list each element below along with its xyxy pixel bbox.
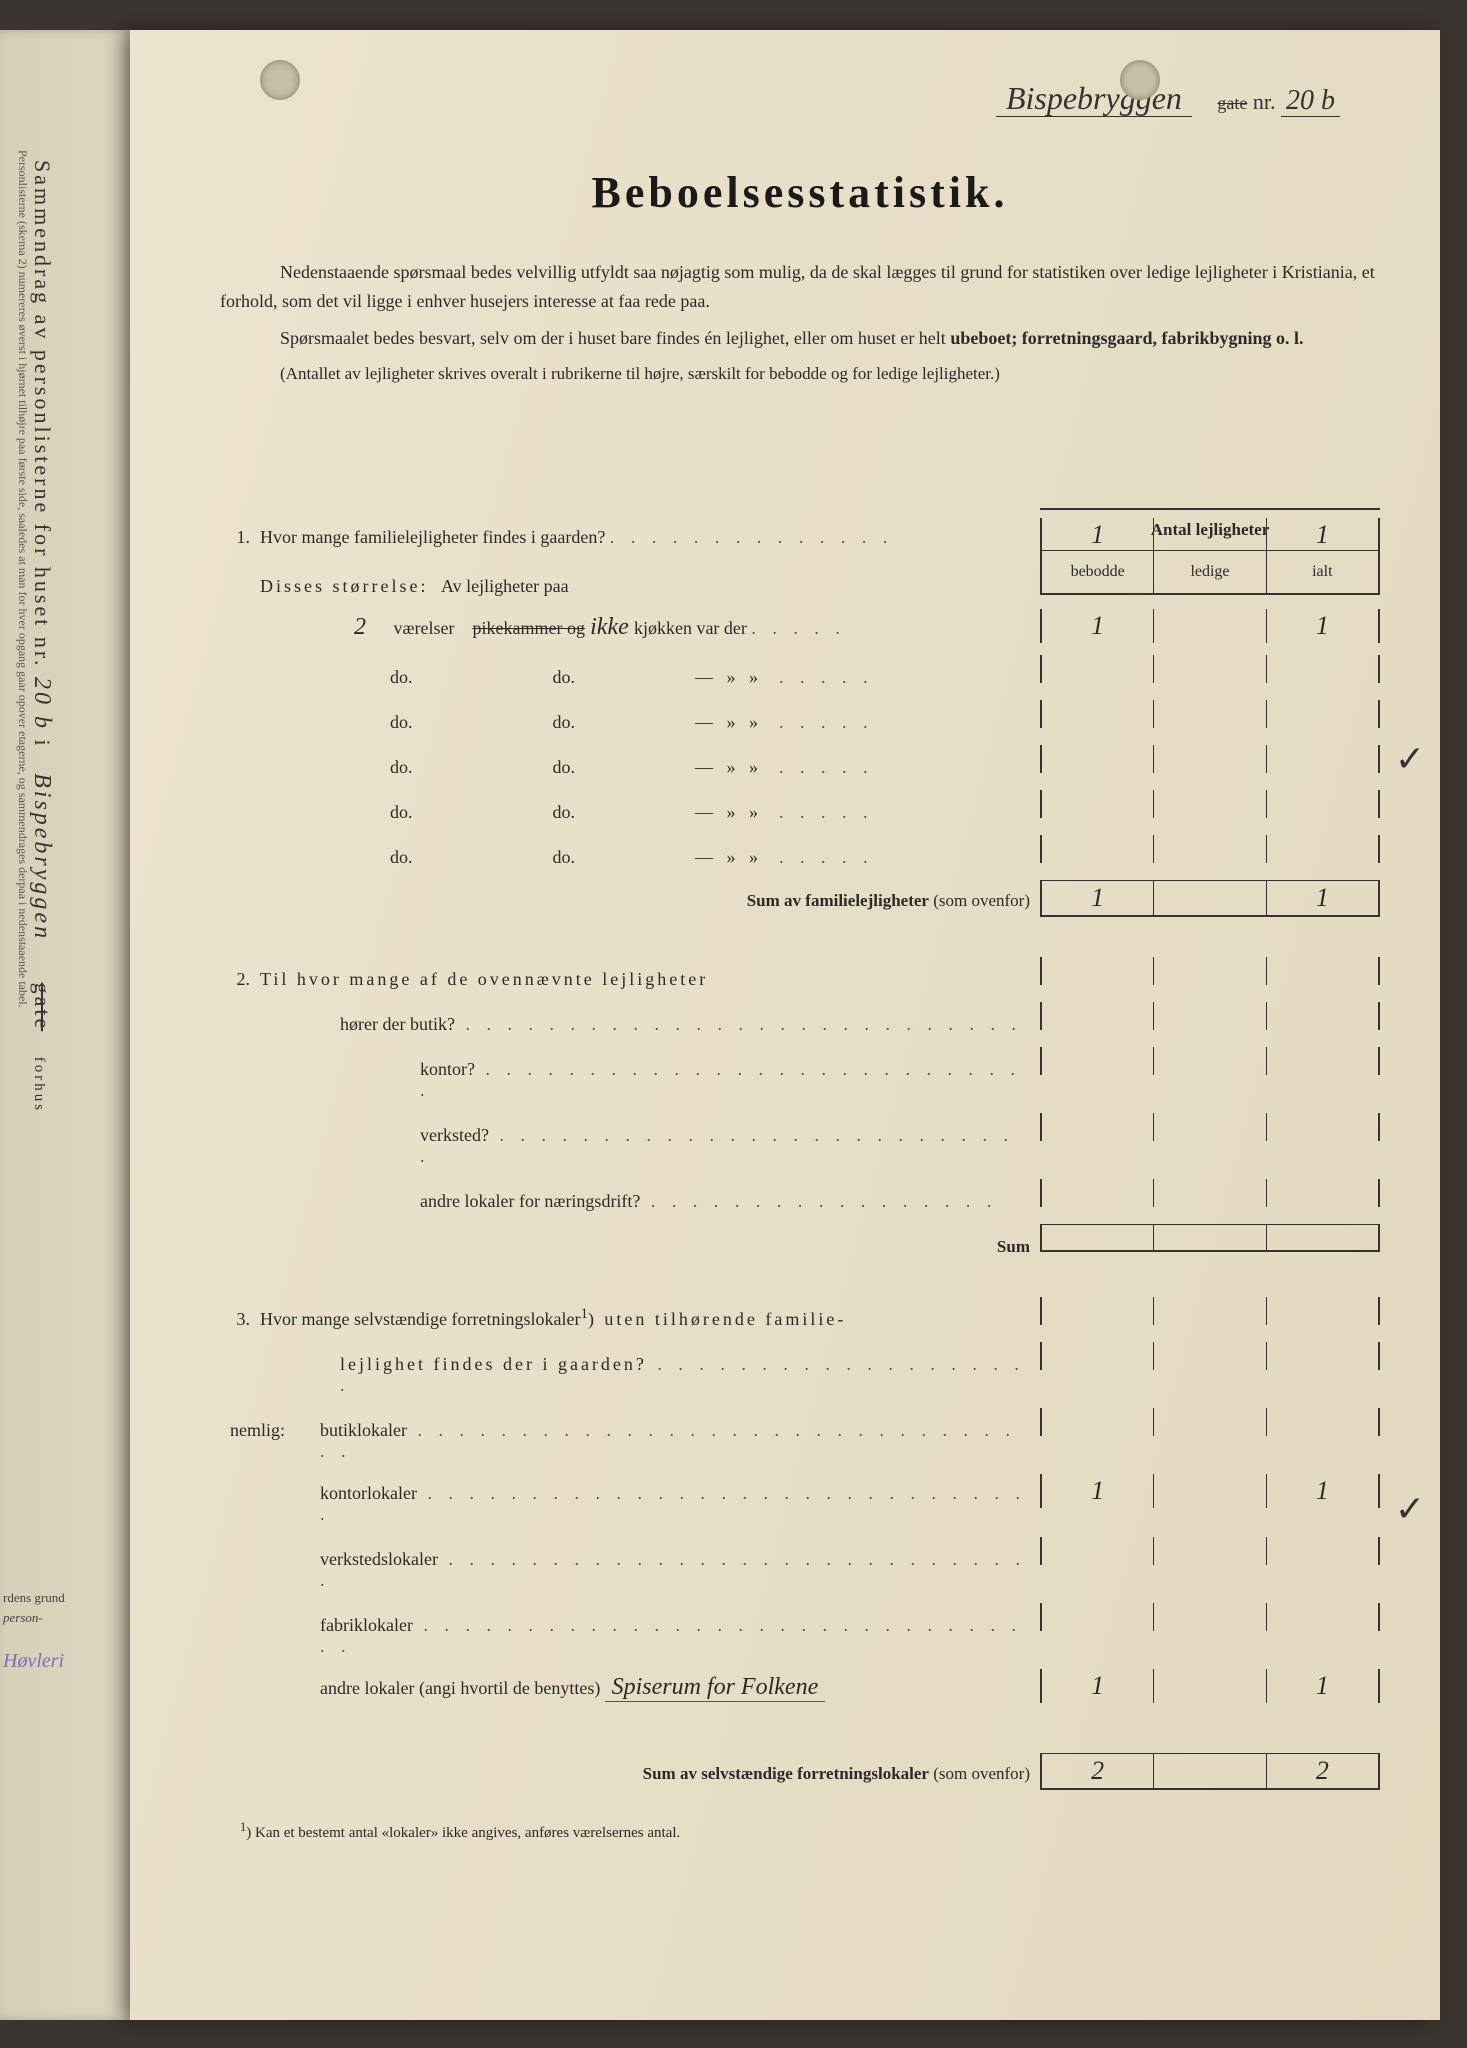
street-name-handwritten: Bispebryggen (996, 80, 1192, 117)
fragment-grund: rdens grund (3, 1590, 65, 1606)
q3-butik: butiklokaler . . . . . . . . . . . . . .… (300, 1420, 1040, 1462)
q3-number: 3. (220, 1309, 260, 1330)
intro-paragraph-3: (Antallet av lejligheter skrives overalt… (220, 360, 1380, 387)
nr-label: nr. (1253, 89, 1276, 114)
q3-andre-ialt: 1 (1266, 1669, 1380, 1703)
q1-sum-ialt: 1 (1266, 880, 1380, 917)
column-headers: Antal lejligheter bebodde ledige ialt (1040, 508, 1380, 595)
q3-kontor-bebodde: 1 (1040, 1474, 1153, 1508)
document-page: Bispebryggen gate nr. 20 b Beboelsesstat… (130, 30, 1440, 2020)
q3-fabrik: fabriklokaler . . . . . . . . . . . . . … (300, 1615, 1040, 1657)
q3-nemlig: nemlig: (220, 1420, 300, 1441)
q2-andre: andre lokaler for næringsdrift? . . . . … (260, 1191, 1040, 1212)
sidebar-main-text: Sammendrag av personlisterne for huset n… (28, 160, 55, 1360)
q1-size-label: Disses størrelse: Av lejligheter paa (260, 576, 1040, 597)
col-header-main: Antal lejligheter (1040, 508, 1380, 551)
q1-do-row-5: do.do.— » » . . . . . (260, 802, 1040, 823)
house-number-handwritten: 20 b (1281, 85, 1340, 117)
q3-kontor-ialt: 1 (1266, 1474, 1380, 1508)
punch-hole-right (1120, 60, 1160, 100)
checkmark-2: ✓ (1395, 1488, 1425, 1530)
question-3: 3. Hvor mange selvstændige forretningslo… (220, 1297, 1380, 1790)
q3-text-line1: Hvor mange selvstændige forretningslokal… (260, 1306, 1040, 1330)
q3-text-line2: lejlighet findes der i gaarden? . . . . … (260, 1354, 1040, 1396)
q2-number: 2. (220, 969, 260, 990)
intro-p3b: til højre, (626, 364, 684, 383)
punch-hole-left (260, 60, 300, 100)
q1-text: Hvor mange familielejligheter findes i g… (260, 527, 1040, 548)
sidebar-street: Bispebryggen (28, 757, 55, 957)
left-page-strip: Personlisterne (skema 2) numereres øvers… (0, 30, 130, 2020)
q3-sum-ialt: 2 (1266, 1753, 1380, 1790)
q2-butik: hører der butik? . . . . . . . . . . . .… (260, 1014, 1040, 1035)
intro-p3c: særskilt for bebodde og for ledige lejli… (684, 364, 1000, 383)
question-2: 2. Til hvor mange af de ovennævnte lejli… (220, 957, 1380, 1257)
sidebar-text-a: Sammendrag av personlisterne for huset n… (30, 160, 55, 677)
q1-r1-bebodde: 1 (1040, 609, 1153, 643)
q1-r1-ialt: 1 (1266, 609, 1380, 643)
q1-do-row-4: do.do.— » » . . . . . (260, 757, 1040, 778)
q1-do-row-6: do.do.— » » . . . . . (260, 847, 1040, 868)
q3-sum-bebodde: 2 (1040, 1753, 1153, 1790)
checkmark-1: ✓ (1395, 738, 1425, 780)
q1-sum-label: Sum av familielejligheter (som ovenfor) (260, 891, 1040, 911)
intro-p2b: ubeboet; forretningsgaard, fabrikbygning… (950, 328, 1303, 348)
sidebar-forhus: forhus (31, 1057, 47, 1113)
q1-number: 1. (220, 527, 260, 548)
q1-size-row-1: 2 værelser pikekammer og ikke kjøkken va… (260, 614, 1040, 641)
q1-do-row-2: do.do.— » » . . . . . (260, 667, 1040, 688)
q3-verksted: verkstedslokaler . . . . . . . . . . . .… (300, 1549, 1040, 1591)
page-title: Beboelsesstatistik. (220, 167, 1380, 218)
sidebar-nr: 20 b (28, 677, 55, 731)
sidebar-gate: gate (30, 983, 55, 1032)
q2-verksted: verksted? . . . . . . . . . . . . . . . … (260, 1125, 1040, 1167)
q2-sum: Sum (260, 1237, 1040, 1257)
table-section: Antal lejligheter bebodde ledige ialt 1.… (220, 518, 1380, 1790)
fragment-person: person- (3, 1610, 43, 1626)
q3-sum-label: Sum av selvstændige forretningslokaler (… (260, 1764, 1040, 1784)
q2-kontor: kontor? . . . . . . . . . . . . . . . . … (260, 1059, 1040, 1101)
q3-andre: andre lokaler (angi hvortil de benyttes)… (300, 1674, 1040, 1702)
fragment-stamp: Høvleri (3, 1650, 64, 1673)
col-header-ledige: ledige (1153, 551, 1265, 593)
q1-do-row-3: do.do.— » » . . . . . (260, 712, 1040, 733)
gate-label: gate (1217, 93, 1247, 113)
q1-sum-bebodde: 1 (1040, 880, 1153, 917)
intro-paragraph-1: Nedenstaaende spørsmaal bedes velvillig … (220, 258, 1380, 316)
q3-kontor: kontorlokaler . . . . . . . . . . . . . … (300, 1483, 1040, 1525)
intro-p3a: (Antallet av lejligheter skrives overalt… (280, 364, 626, 383)
intro-p2a: Spørsmaalet bedes besvart, selv om der i… (280, 328, 950, 348)
header-line: Bispebryggen gate nr. 20 b (220, 80, 1380, 117)
intro-paragraph-2: Spørsmaalet bedes besvart, selv om der i… (220, 324, 1380, 353)
q3-andre-handwritten: Spiserum for Folkene (605, 1674, 825, 1702)
q3-andre-bebodde: 1 (1040, 1669, 1153, 1703)
footnote: 1) Kan et bestemt antal «lokaler» ikke a… (220, 1820, 1380, 1842)
col-header-bebodde: bebodde (1040, 551, 1153, 593)
col-header-ialt: ialt (1266, 551, 1380, 593)
q2-text: Til hvor mange af de ovennævnte lejlighe… (260, 969, 1040, 990)
sidebar-text-b: i (30, 731, 55, 757)
